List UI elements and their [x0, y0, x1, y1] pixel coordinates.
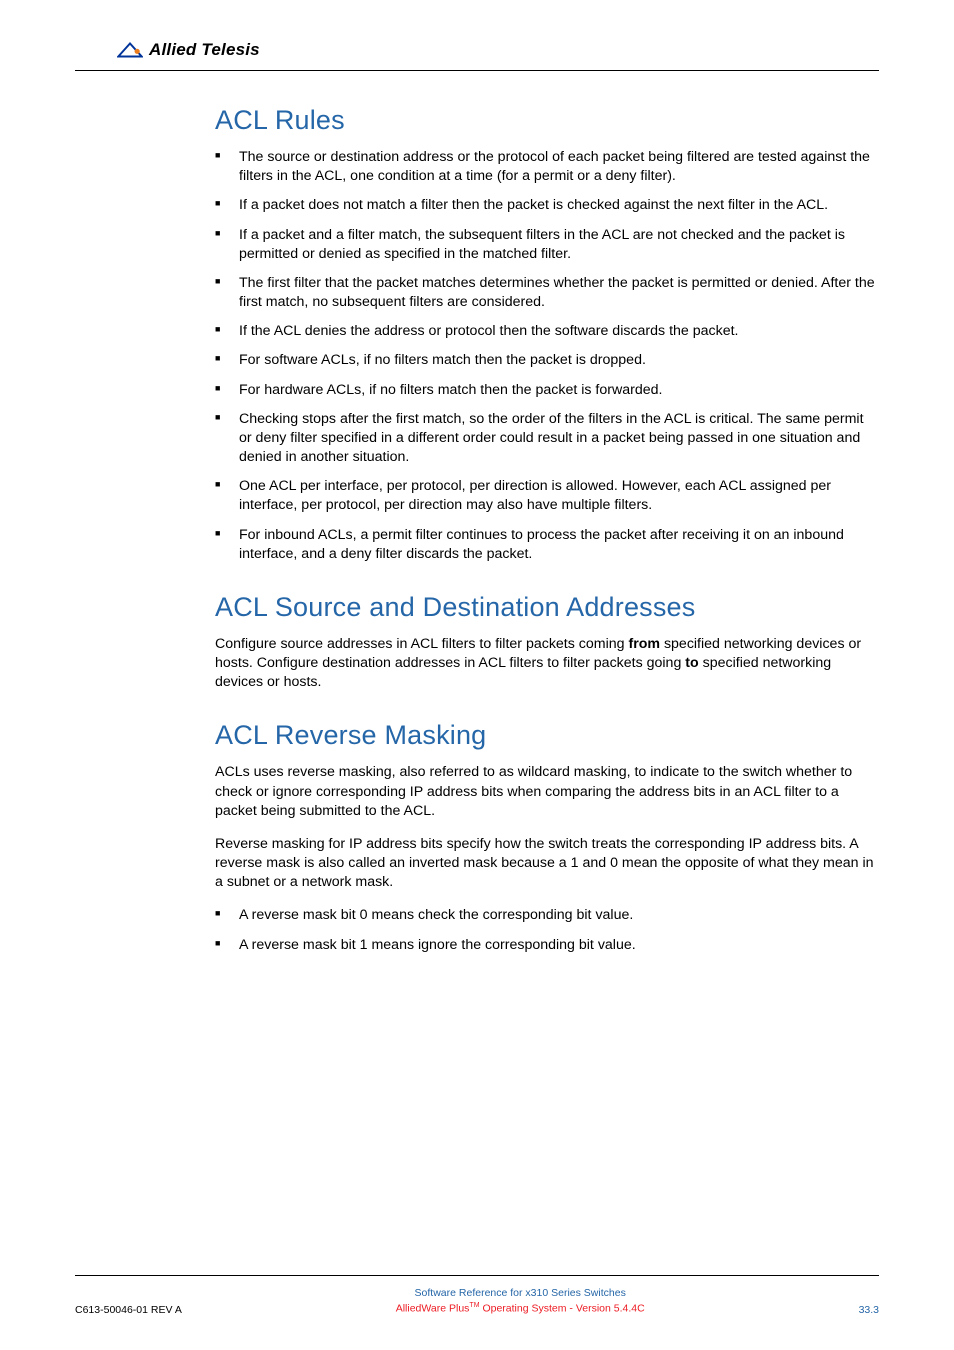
list-item: If the ACL denies the address or protoco…: [215, 322, 879, 341]
footer-divider: [75, 1275, 879, 1276]
masking-paragraph-1: ACLs uses reverse masking, also referred…: [215, 763, 879, 821]
masking-list: A reverse mask bit 0 means check the cor…: [215, 906, 879, 954]
footer-center: Software Reference for x310 Series Switc…: [182, 1286, 859, 1316]
section-title-addresses: ACL Source and Destination Addresses: [215, 592, 879, 623]
list-item: The first filter that the packet matches…: [215, 274, 879, 312]
list-item: For software ACLs, if no filters match t…: [215, 351, 879, 370]
list-item: If a packet and a filter match, the subs…: [215, 226, 879, 264]
main-content: ACL Rules The source or destination addr…: [215, 105, 879, 955]
list-item: For inbound ACLs, a permit filter contin…: [215, 526, 879, 564]
footer-subtitle: AlliedWare PlusTM Operating System - Ver…: [182, 1301, 859, 1316]
section-title-rules: ACL Rules: [215, 105, 879, 136]
brand-logo: Allied Telesis: [117, 40, 879, 60]
page-number: 33.3: [859, 1304, 879, 1316]
logo-mark-icon: [117, 41, 143, 59]
footer-title: Software Reference for x310 Series Switc…: [182, 1286, 859, 1301]
bold-text: to: [685, 655, 698, 671]
trademark-symbol: TM: [469, 1302, 479, 1309]
list-item: For hardware ACLs, if no filters match t…: [215, 381, 879, 400]
brand-name: Allied Telesis: [149, 40, 260, 60]
header-divider: [75, 70, 879, 71]
list-item: One ACL per interface, per protocol, per…: [215, 477, 879, 515]
text-fragment: Operating System - Version 5.4.4C: [480, 1302, 645, 1314]
text-fragment: Configure source addresses in ACL filter…: [215, 636, 628, 652]
footer-doc-id: C613-50046-01 REV A: [75, 1304, 182, 1316]
list-item: A reverse mask bit 0 means check the cor…: [215, 906, 879, 925]
page-footer: C613-50046-01 REV A Software Reference f…: [75, 1275, 879, 1316]
list-item: If a packet does not match a filter then…: [215, 196, 879, 215]
masking-paragraph-2: Reverse masking for IP address bits spec…: [215, 835, 879, 893]
text-fragment: AlliedWare Plus: [396, 1302, 470, 1314]
addresses-paragraph: Configure source addresses in ACL filter…: [215, 635, 879, 693]
list-item: A reverse mask bit 1 means ignore the co…: [215, 936, 879, 955]
rules-list: The source or destination address or the…: [215, 148, 879, 564]
list-item: Checking stops after the first match, so…: [215, 410, 879, 468]
bold-text: from: [628, 636, 660, 652]
list-item: The source or destination address or the…: [215, 148, 879, 186]
section-title-masking: ACL Reverse Masking: [215, 720, 879, 751]
